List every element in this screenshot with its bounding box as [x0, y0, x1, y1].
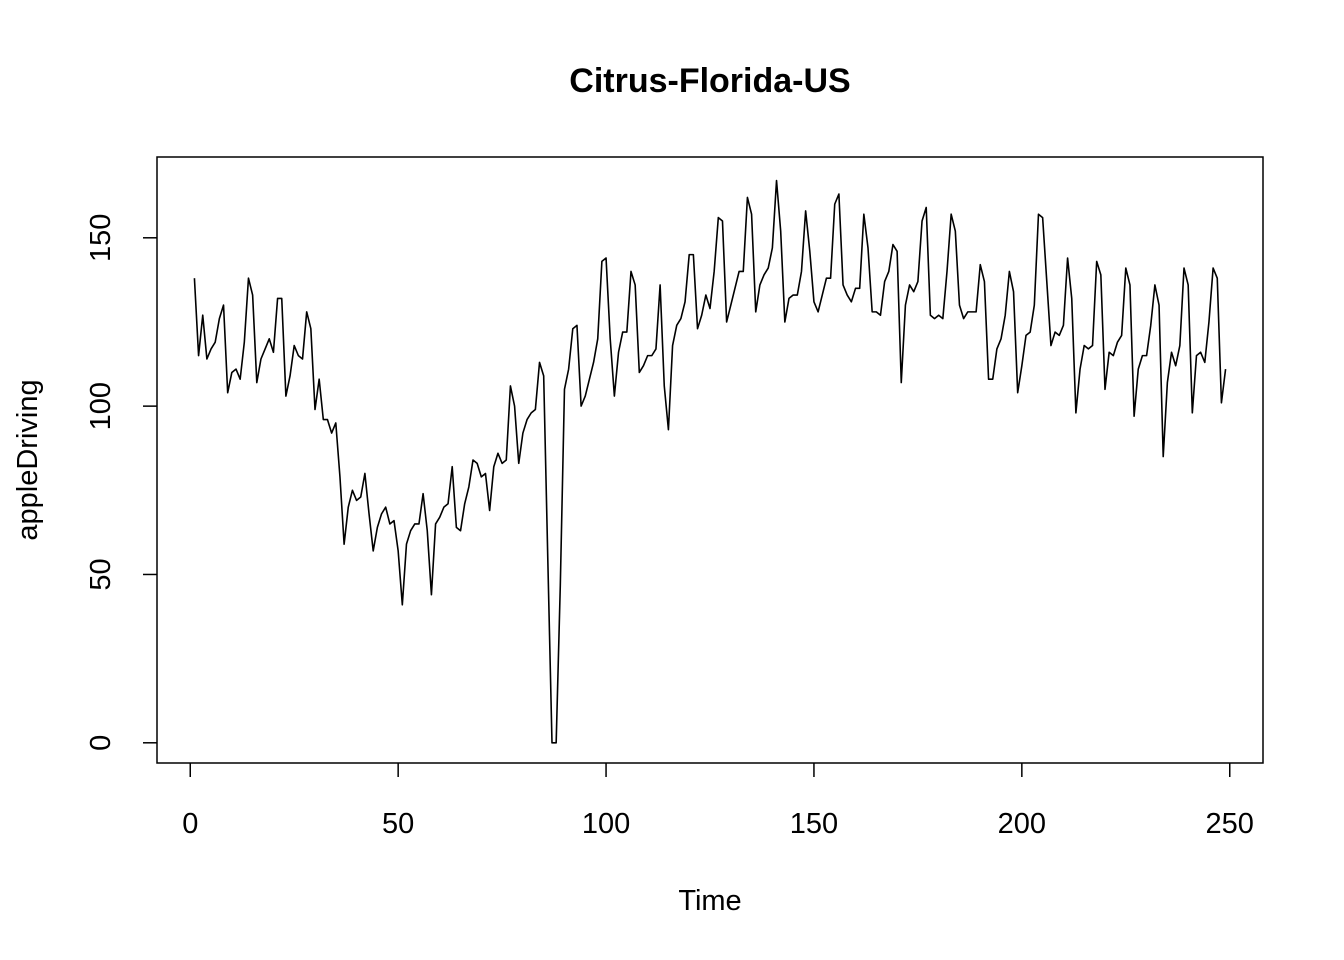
x-tick-label: 200 [998, 808, 1046, 840]
y-tick-label: 0 [85, 735, 117, 751]
y-tick-label: 150 [85, 214, 117, 262]
x-axis-label: Time [678, 885, 741, 917]
x-tick-label: 0 [182, 808, 198, 840]
y-axis: 0 50 100 150 [85, 214, 157, 751]
y-tick-label: 100 [85, 382, 117, 430]
x-tick-label: 250 [1206, 808, 1254, 840]
x-axis: 0 50 100 150 200 250 [182, 763, 1254, 840]
x-tick-label: 100 [582, 808, 630, 840]
y-axis-label: appleDriving [12, 379, 44, 540]
x-tick-label: 50 [382, 808, 414, 840]
chart-title: Citrus-Florida-US [569, 62, 850, 100]
series-line [193, 179, 1227, 744]
plot-frame [156, 156, 1264, 764]
x-tick-label: 150 [790, 808, 838, 840]
y-tick-label: 50 [85, 558, 117, 590]
